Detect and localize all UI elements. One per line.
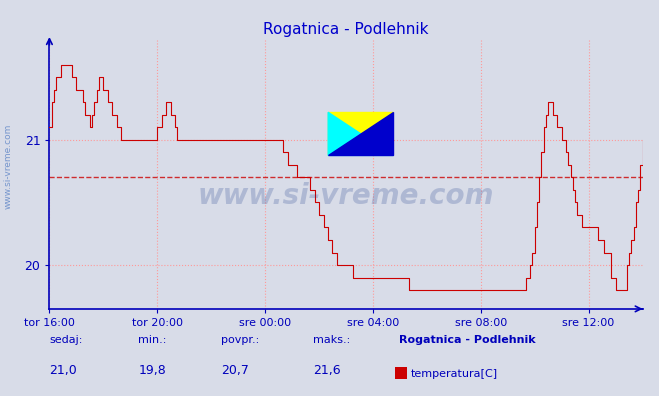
Text: povpr.:: povpr.: — [221, 335, 259, 345]
Text: temperatura[C]: temperatura[C] — [411, 369, 498, 379]
Text: 21,0: 21,0 — [49, 364, 77, 377]
Polygon shape — [328, 112, 393, 155]
Text: maks.:: maks.: — [313, 335, 351, 345]
Polygon shape — [328, 112, 393, 155]
Text: min.:: min.: — [138, 335, 167, 345]
Polygon shape — [328, 112, 393, 155]
Text: www.si-vreme.com: www.si-vreme.com — [198, 182, 494, 210]
Text: 19,8: 19,8 — [138, 364, 166, 377]
Text: Rogatnica - Podlehnik: Rogatnica - Podlehnik — [399, 335, 535, 345]
Text: 21,6: 21,6 — [313, 364, 341, 377]
Text: sedaj:: sedaj: — [49, 335, 83, 345]
Text: 20,7: 20,7 — [221, 364, 248, 377]
Text: www.si-vreme.com: www.si-vreme.com — [3, 124, 13, 209]
Title: Rogatnica - Podlehnik: Rogatnica - Podlehnik — [263, 22, 429, 37]
